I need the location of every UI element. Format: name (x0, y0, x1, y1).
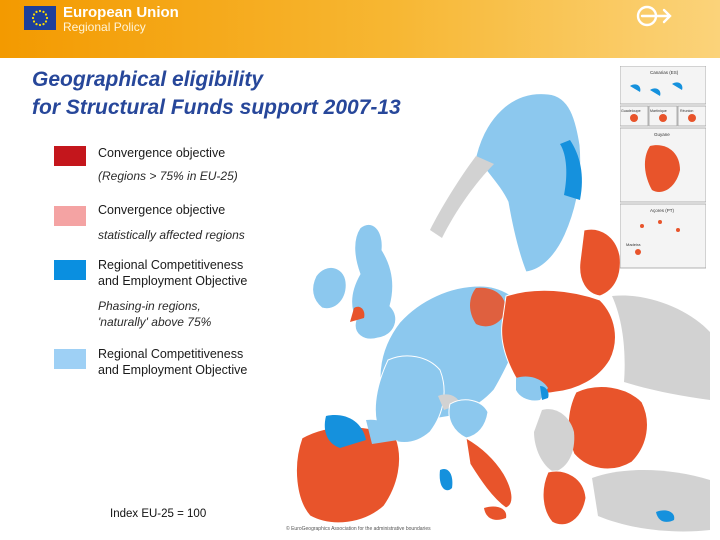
legend-note-convergence: (Regions > 75% in EU-25) (98, 169, 238, 183)
region-poland-central-east (501, 289, 616, 394)
region-sicily (484, 506, 507, 520)
region-finland-east (560, 140, 582, 200)
region-spain-north (366, 419, 398, 444)
region-ireland (312, 267, 347, 310)
region-turkey (592, 469, 710, 532)
legend-label-phasing-in: Regional Competitiveness and Employment … (98, 258, 248, 288)
inset-label-acores: Açores (PT) (650, 208, 675, 213)
legend-label-statistically-affected: Convergence objective (98, 203, 226, 217)
org-title: European Union (63, 4, 179, 21)
region-burgenland (540, 386, 549, 400)
outermost-regions-insets: Canarias (ES) Guadeloupe Martinique Réun… (620, 66, 706, 269)
eu-flag-icon (24, 6, 56, 30)
region-greece (542, 470, 587, 526)
legend-swatch-statistically-affected (54, 206, 86, 226)
inset-label-madeira: Madeira (626, 242, 641, 247)
legend-note-statistically-affected: statistically affected regions (98, 228, 245, 242)
region-austria (516, 376, 548, 401)
region-sardinia (439, 468, 453, 491)
map-copyright: © EuroGeographics Association for the ad… (286, 525, 431, 532)
region-iberia (295, 426, 401, 524)
inset-label-martinique: Martinique (650, 109, 667, 113)
region-wales-cornwall (350, 306, 365, 322)
region-italy-north (448, 399, 489, 439)
inset-label-guyane: Guyane (654, 132, 670, 137)
region-baltics (579, 228, 621, 297)
regional-policy-logo-icon (632, 2, 682, 30)
org-subtitle: Regional Policy (63, 20, 146, 34)
legend-swatch-convergence (54, 146, 86, 166)
region-cyprus (656, 510, 675, 522)
region-norway (430, 156, 494, 238)
legend-note-phasing-in: Phasing-in regions, 'naturally' above 75… (98, 299, 212, 329)
region-france (374, 355, 445, 443)
region-east-germany (470, 287, 506, 327)
legend-swatch-competitiveness (54, 349, 86, 369)
header-band: European Union Regional Policy (0, 0, 720, 58)
region-belarus-ukraine (612, 295, 710, 400)
region-italy-south (465, 437, 513, 509)
inset-label-canarias: Canarias (ES) (650, 70, 679, 75)
region-romania-bulgaria (567, 386, 648, 470)
legend-label-competitiveness: Regional Competitiveness and Employment … (98, 347, 248, 377)
region-spain-phasing (324, 415, 366, 448)
region-balkans (534, 409, 575, 472)
eligibility-map: © EuroGeographics Association for the ad… (280, 60, 720, 540)
page-title: Geographical eligibility for Structural … (32, 68, 401, 119)
region-switzerland (438, 394, 460, 410)
legend-label-convergence: Convergence objective (98, 146, 226, 160)
legend-swatch-phasing-in (54, 260, 86, 280)
inset-label-reunion: Réunion (680, 109, 693, 113)
region-scandinavia (475, 93, 582, 273)
inset-label-guadeloupe: Guadeloupe (621, 109, 641, 113)
index-label: Index EU-25 = 100 (110, 508, 207, 520)
